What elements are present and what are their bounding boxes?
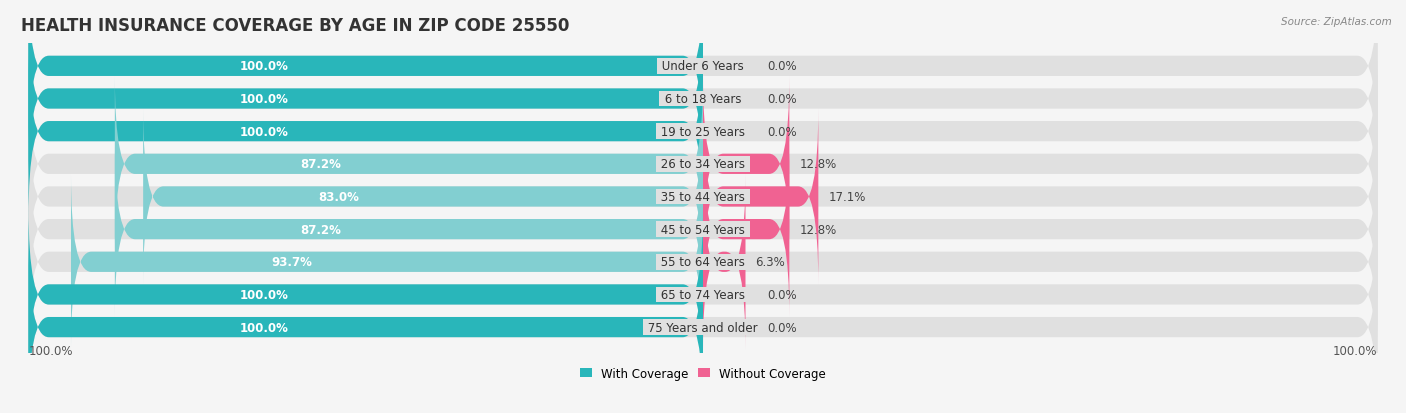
FancyBboxPatch shape (28, 12, 703, 187)
Text: 87.2%: 87.2% (301, 223, 342, 236)
FancyBboxPatch shape (703, 77, 789, 252)
Text: 19 to 25 Years: 19 to 25 Years (657, 126, 749, 138)
Text: 100.0%: 100.0% (1333, 344, 1378, 357)
FancyBboxPatch shape (70, 175, 703, 350)
Text: 0.0%: 0.0% (768, 288, 797, 301)
Text: 75 Years and older: 75 Years and older (644, 321, 762, 334)
Text: 0.0%: 0.0% (768, 60, 797, 73)
FancyBboxPatch shape (28, 12, 1378, 187)
FancyBboxPatch shape (28, 142, 1378, 317)
Text: 0.0%: 0.0% (768, 93, 797, 106)
Text: 6 to 18 Years: 6 to 18 Years (661, 93, 745, 106)
FancyBboxPatch shape (28, 0, 703, 154)
FancyBboxPatch shape (28, 175, 1378, 350)
Text: 100.0%: 100.0% (240, 321, 290, 334)
Text: Under 6 Years: Under 6 Years (658, 60, 748, 73)
Text: 87.2%: 87.2% (301, 158, 342, 171)
Text: 17.1%: 17.1% (828, 190, 866, 204)
Text: 100.0%: 100.0% (240, 93, 290, 106)
FancyBboxPatch shape (703, 175, 745, 350)
Text: 100.0%: 100.0% (240, 288, 290, 301)
FancyBboxPatch shape (115, 77, 703, 252)
Legend: With Coverage, Without Coverage: With Coverage, Without Coverage (575, 362, 831, 385)
Text: 0.0%: 0.0% (768, 321, 797, 334)
Text: 6.3%: 6.3% (755, 256, 786, 268)
FancyBboxPatch shape (115, 142, 703, 317)
Text: 83.0%: 83.0% (319, 190, 360, 204)
Text: 45 to 54 Years: 45 to 54 Years (657, 223, 749, 236)
Text: 100.0%: 100.0% (240, 60, 290, 73)
FancyBboxPatch shape (28, 44, 1378, 219)
Text: 12.8%: 12.8% (800, 223, 837, 236)
FancyBboxPatch shape (28, 240, 1378, 413)
FancyBboxPatch shape (28, 207, 1378, 382)
FancyBboxPatch shape (28, 207, 703, 382)
FancyBboxPatch shape (28, 240, 703, 413)
FancyBboxPatch shape (28, 44, 703, 219)
FancyBboxPatch shape (28, 77, 1378, 252)
FancyBboxPatch shape (28, 109, 1378, 285)
Text: HEALTH INSURANCE COVERAGE BY AGE IN ZIP CODE 25550: HEALTH INSURANCE COVERAGE BY AGE IN ZIP … (21, 17, 569, 34)
FancyBboxPatch shape (703, 109, 818, 285)
Text: 100.0%: 100.0% (240, 126, 290, 138)
Text: 12.8%: 12.8% (800, 158, 837, 171)
Text: 0.0%: 0.0% (768, 126, 797, 138)
Text: 100.0%: 100.0% (28, 344, 73, 357)
Text: 65 to 74 Years: 65 to 74 Years (657, 288, 749, 301)
FancyBboxPatch shape (703, 142, 789, 317)
Text: 26 to 34 Years: 26 to 34 Years (657, 158, 749, 171)
Text: Source: ZipAtlas.com: Source: ZipAtlas.com (1281, 17, 1392, 26)
Text: 93.7%: 93.7% (271, 256, 312, 268)
Text: 55 to 64 Years: 55 to 64 Years (657, 256, 749, 268)
Text: 35 to 44 Years: 35 to 44 Years (657, 190, 749, 204)
FancyBboxPatch shape (143, 109, 703, 285)
FancyBboxPatch shape (28, 0, 1378, 154)
